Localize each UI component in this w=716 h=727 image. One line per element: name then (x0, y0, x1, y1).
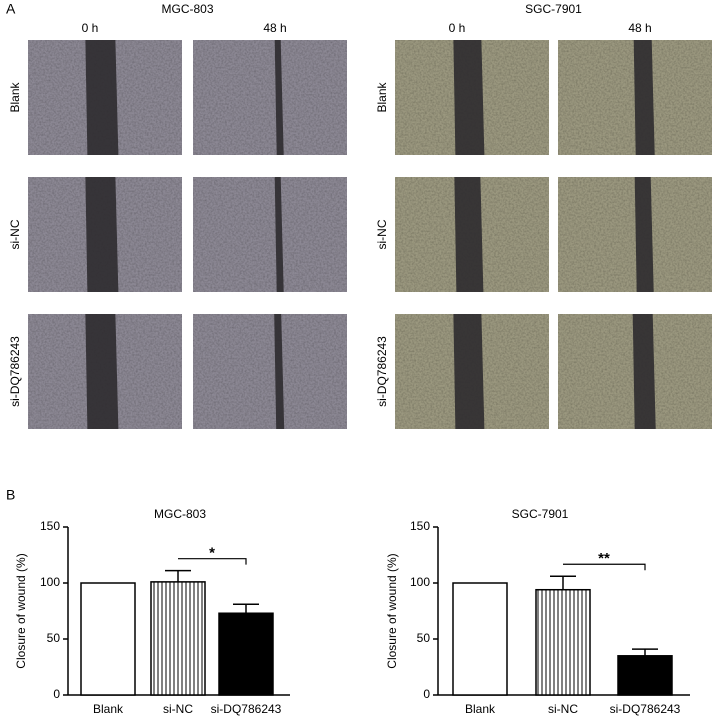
wound-gap (274, 40, 284, 155)
x-tick-label: Blank (465, 702, 496, 716)
y-tick-label: 150 (40, 519, 60, 533)
significance-label: * (209, 545, 215, 562)
y-axis-label: Closure of wound (%) (14, 553, 28, 668)
micrograph (193, 40, 347, 155)
y-tick-label: 0 (53, 687, 60, 701)
significance-bracket (178, 558, 247, 565)
row-label: si-DQ786243 (8, 336, 22, 407)
micrograph (193, 314, 347, 429)
group-title: MGC-803 (161, 2, 213, 16)
wound-gap (274, 314, 285, 429)
row-label: Blank (375, 81, 389, 112)
row-label: Blank (8, 81, 22, 112)
wound-gap (634, 177, 654, 292)
time-label: 0 h (82, 21, 99, 35)
x-tick-label: si-DQ786243 (610, 702, 681, 716)
y-tick-label: 50 (47, 631, 61, 645)
row-label: si-DQ786243 (375, 336, 389, 407)
y-tick-label: 150 (410, 519, 430, 533)
bar (80, 582, 136, 696)
time-label: 48 h (628, 21, 651, 35)
x-tick-label: si-NC (548, 702, 578, 716)
panel-label: B (6, 487, 15, 503)
wound-gap (274, 177, 284, 292)
x-tick-label: si-DQ786243 (211, 702, 282, 716)
bar (535, 588, 591, 696)
wound-gap (453, 314, 485, 429)
y-axis-label: Closure of wound (%) (385, 553, 399, 668)
bar (617, 655, 673, 696)
y-tick-label: 100 (40, 575, 60, 589)
significance-label: ** (598, 550, 610, 567)
wound-gap (632, 314, 656, 429)
chart-title: SGC-7901 (512, 507, 569, 521)
wound-gap (85, 40, 119, 155)
chart-title: MGC-803 (154, 507, 206, 521)
wound-gap (454, 177, 484, 292)
bar (150, 581, 206, 696)
bar (218, 612, 274, 696)
row-label: si-NC (375, 219, 389, 249)
wound-gap (85, 314, 119, 429)
x-tick-label: Blank (93, 702, 124, 716)
micrograph (193, 177, 347, 292)
significance-bracket (563, 563, 646, 571)
y-tick-label: 100 (410, 575, 430, 589)
row-label: si-NC (8, 219, 22, 249)
x-tick-label: si-NC (163, 702, 193, 716)
time-label: 48 h (263, 21, 286, 35)
group-title: SGC-7901 (525, 2, 582, 16)
y-tick-label: 50 (417, 631, 431, 645)
panel-label: A (6, 1, 16, 17)
wound-gap (85, 177, 119, 292)
micrograph (558, 177, 712, 292)
wound-gap (633, 40, 655, 155)
y-tick-label: 0 (423, 687, 430, 701)
time-label: 0 h (449, 21, 466, 35)
wound-gap (453, 40, 485, 155)
bar (452, 582, 508, 696)
